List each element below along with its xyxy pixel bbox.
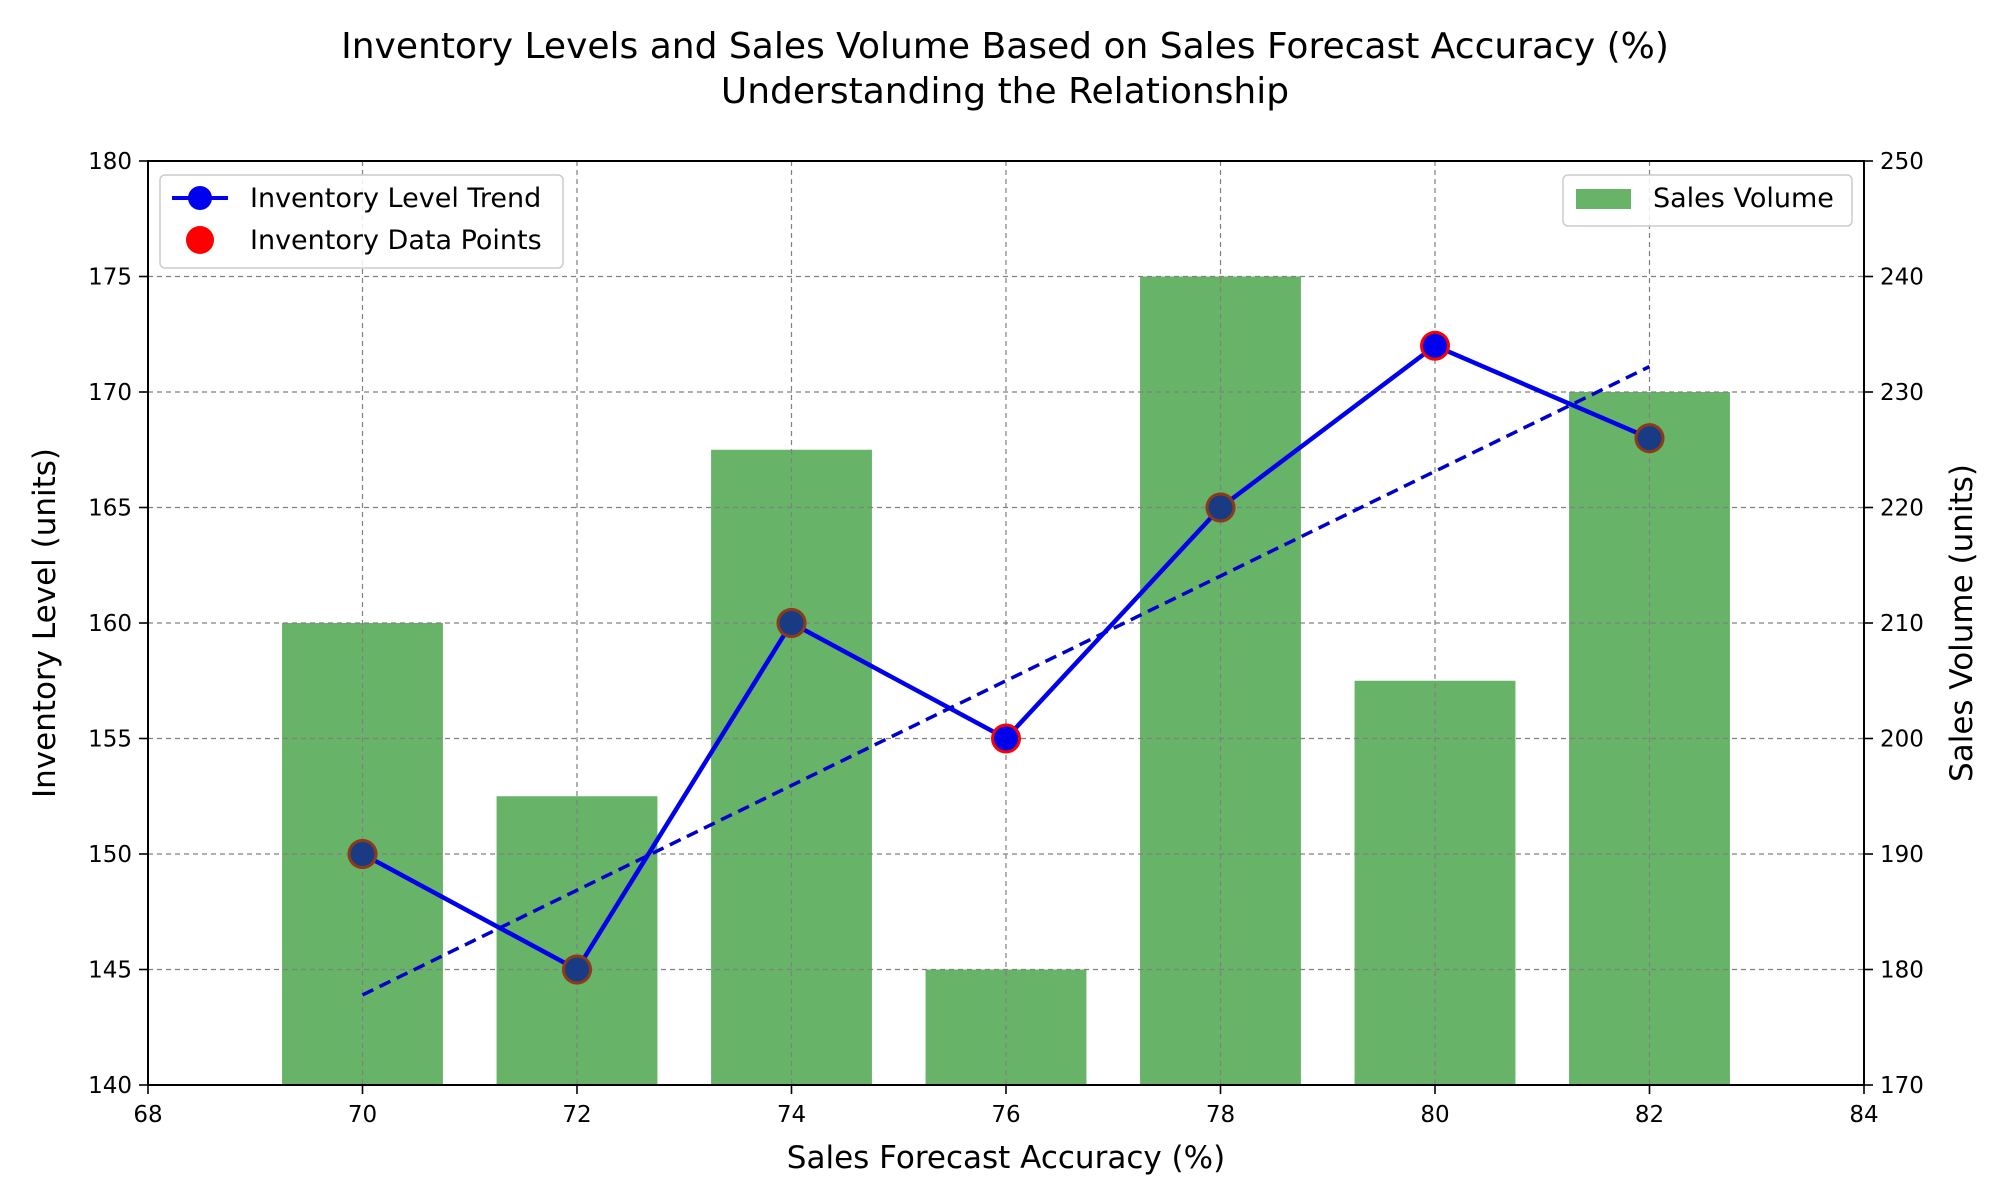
bar-overlay-tint (776, 608, 807, 638)
y-left-tick-label: 140 (88, 1073, 132, 1099)
y-left-tick-label: 160 (88, 611, 132, 637)
inventory-points-layer (347, 330, 1665, 985)
x-axis-label: Sales Forecast Accuracy (%) (787, 1140, 1225, 1176)
legend-label-inventory-trend: Inventory Level Trend (250, 183, 541, 214)
y-right-tick-label: 170 (1880, 1073, 1924, 1099)
y-right-tick-label: 230 (1880, 380, 1924, 406)
bar-overlay-tint (347, 839, 378, 869)
y-left-tick-label: 155 (88, 727, 132, 753)
x-tick-label: 78 (1206, 1102, 1235, 1128)
y-right-tick-label: 220 (1880, 496, 1924, 522)
legend-label-inventory-points: Inventory Data Points (250, 225, 542, 256)
y-right-tick-label: 210 (1880, 611, 1924, 637)
bar-overlay-tint (562, 954, 592, 985)
legend-bar-swatch (1576, 189, 1631, 209)
left-y-axis-ticks: 140 145 150 155 160 165 170 175 180 (88, 149, 148, 1099)
bar-overlay-tint (1205, 492, 1236, 523)
y-left-tick-label: 180 (88, 149, 132, 175)
x-tick-label: 70 (348, 1102, 377, 1128)
legend-left-box (159, 174, 564, 269)
y-left-tick-label: 165 (88, 496, 132, 522)
y-right-tick-label: 200 (1880, 727, 1924, 753)
y-right-tick-label: 240 (1880, 265, 1924, 291)
x-tick-label: 84 (1849, 1102, 1878, 1128)
right-y-axis-label: Sales Volume (units) (1944, 464, 1980, 782)
x-tick-label: 80 (1420, 1102, 1449, 1128)
chart-title: Inventory Levels and Sales Volume Based … (341, 26, 1669, 67)
bar-overlay-tint (1634, 423, 1665, 454)
y-left-tick-label: 145 (88, 958, 132, 984)
legend-scatter-marker (186, 226, 214, 254)
y-right-tick-label: 190 (1880, 842, 1924, 868)
x-axis-ticks: 68 70 72 74 76 78 80 82 84 (133, 1085, 1879, 1128)
y-left-tick-label: 150 (88, 842, 132, 868)
legend-right-box (1562, 174, 1853, 227)
legend-right: Sales Volume (1562, 174, 1853, 227)
inventory-line-marker (994, 726, 1018, 751)
legend-line-marker (188, 186, 212, 210)
y-left-tick-label: 175 (88, 265, 132, 291)
x-tick-label: 72 (562, 1102, 591, 1128)
x-tick-label: 76 (991, 1102, 1020, 1128)
right-y-axis-ticks: 170 180 190 200 210 220 230 240 250 (1864, 149, 1924, 1099)
legend-left: Inventory Level Trend Inventory Data Poi… (159, 174, 564, 269)
y-left-tick-label: 170 (88, 380, 132, 406)
left-y-axis-label: Inventory Level (units) (27, 448, 63, 798)
bar-sales-volume (1140, 276, 1301, 1085)
chart-subtitle: Understanding the Relationship (721, 71, 1289, 112)
inventory-line-marker (1423, 333, 1447, 358)
trendline-layer (361, 365, 1651, 997)
legend-label-sales-volume: Sales Volume (1653, 183, 1834, 214)
x-tick-label: 74 (777, 1102, 806, 1128)
x-tick-label: 68 (133, 1102, 162, 1128)
sales-volume-bars (282, 276, 1730, 1085)
x-tick-label: 82 (1635, 1102, 1664, 1128)
trendline (361, 365, 1651, 997)
y-right-tick-label: 180 (1880, 958, 1924, 984)
y-right-tick-label: 250 (1880, 149, 1924, 175)
